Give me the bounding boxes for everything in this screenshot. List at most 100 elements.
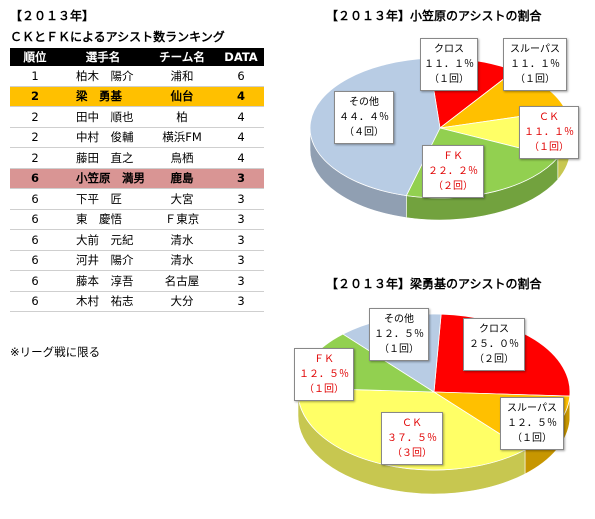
- table-row: 2 中村 俊輔 横浜FM 4: [10, 127, 264, 148]
- table-row: 6 藤本 淳吾 名古屋 3: [10, 270, 264, 292]
- data-cell: 3: [218, 229, 264, 251]
- data-cell: 4: [218, 86, 264, 107]
- rank-cell: 2: [10, 86, 60, 107]
- table-title: ＣＫとＦＫによるアシスト数ランキング: [10, 30, 225, 44]
- label-name: その他: [349, 97, 379, 108]
- label-count: （１回）: [515, 74, 555, 85]
- year-title: 【２０１３年】: [10, 9, 95, 23]
- table-row: 2 藤田 直之 鳥栖 4: [10, 147, 264, 169]
- chart2-label-other: その他 １２．５％ （１回）: [369, 308, 429, 361]
- col-team-header: チーム名: [146, 48, 218, 66]
- label-count: （２回）: [474, 354, 514, 365]
- team-cell: 横浜FM: [146, 127, 218, 148]
- rank-cell: 6: [10, 188, 60, 210]
- data-cell: 3: [218, 209, 264, 230]
- label-count: （２回）: [433, 181, 473, 192]
- player-name-cell: 木村 祐志: [60, 291, 146, 312]
- chart2-label-ck: ＣＫ ３７．５％ （３回）: [381, 412, 443, 465]
- label-name: クロス: [434, 44, 464, 55]
- table-row: 6 河井 陽介 清水 3: [10, 250, 264, 271]
- label-name: スルーパス: [507, 403, 557, 414]
- label-name: クロス: [479, 324, 509, 335]
- player-name-cell: 梁 勇基: [60, 86, 146, 107]
- col-name-header: 選手名: [60, 48, 146, 66]
- rank-cell: 2: [10, 106, 60, 128]
- rank-cell: 2: [10, 147, 60, 169]
- label-percent: １２．５％: [299, 369, 349, 380]
- data-cell: 3: [218, 291, 264, 312]
- col-data-header: DATA: [218, 48, 264, 66]
- data-cell: 3: [218, 250, 264, 271]
- team-cell: 浦和: [146, 66, 218, 87]
- table-row: 2 田中 順也柏 4: [10, 106, 264, 128]
- label-count: （３回）: [392, 448, 432, 459]
- label-name: ＣＫ: [402, 418, 422, 429]
- rank-cell: 1: [10, 66, 60, 87]
- label-percent: ４４．４％: [339, 112, 389, 123]
- rank-cell: 2: [10, 127, 60, 148]
- rank-cell: 6: [10, 250, 60, 271]
- label-count: （１回）: [529, 142, 569, 153]
- label-percent: １１．１％: [510, 59, 560, 70]
- team-cell: 大分: [146, 291, 218, 312]
- team-cell: 清水: [146, 229, 218, 251]
- rank-cell: 6: [10, 209, 60, 230]
- player-name-cell: 大前 元紀: [60, 229, 146, 251]
- data-cell: 3: [218, 188, 264, 210]
- table-row: 1 柏木 陽介 浦和 6: [10, 66, 264, 87]
- chart2-label-fk: ＦＫ １２．５％ （１回）: [294, 348, 354, 401]
- rank-cell: 6: [10, 270, 60, 292]
- label-count: （４回）: [344, 127, 384, 138]
- team-cell: 清水: [146, 250, 218, 271]
- team-cell: 柏: [146, 106, 218, 128]
- label-percent: ２２．２％: [428, 166, 478, 177]
- label-percent: １２．５％: [374, 329, 424, 340]
- chart2-label-throughpass: スルーパス １２．５％ （１回）: [500, 397, 564, 450]
- table-header-row: 順位 選手名 チーム名 DATA: [10, 48, 264, 66]
- player-name-cell: 柏木 陽介: [60, 66, 146, 87]
- data-cell: 4: [218, 127, 264, 148]
- data-cell: 3: [218, 270, 264, 292]
- label-count: （１回）: [512, 433, 552, 444]
- chart1-label-ck: ＣＫ １１．１％ （１回）: [519, 106, 579, 159]
- data-cell: 3: [218, 168, 264, 189]
- data-cell: 4: [218, 106, 264, 128]
- chart1-title: 【２０１３年】小笠原のアシストの割合: [326, 9, 542, 23]
- col-rank-header: 順位: [10, 48, 60, 66]
- player-name-cell: 藤田 直之: [60, 147, 146, 169]
- label-name: ＦＫ: [443, 151, 463, 162]
- player-name-cell: 東 慶悟: [60, 209, 146, 230]
- chart1-label-throughpass: スルーパス １１．１％ （１回）: [503, 38, 567, 91]
- table-row-highlighted: 6 小笠原 満男 鹿島 3: [10, 168, 264, 189]
- label-percent: １２．５％: [507, 418, 557, 429]
- table-row: 6 大前 元紀 清水 3: [10, 229, 264, 251]
- player-name-cell: 中村 俊輔: [60, 127, 146, 148]
- label-count: （１回）: [304, 384, 344, 395]
- team-cell: Ｆ東京: [146, 209, 218, 230]
- table-row: 6 下平 匠大宮 3: [10, 188, 264, 210]
- label-percent: １１．１％: [424, 59, 474, 70]
- label-name: その他: [384, 314, 414, 325]
- label-percent: ２５．０％: [469, 339, 519, 350]
- player-name-cell: 藤本 淳吾: [60, 270, 146, 292]
- label-name: スルーパス: [510, 44, 560, 55]
- chart2-label-cross: クロス ２５．０％ （２回）: [463, 318, 525, 371]
- rank-cell: 6: [10, 229, 60, 251]
- chart2-title: 【２０１３年】梁勇基のアシストの割合: [326, 277, 542, 291]
- player-name-cell: 小笠原 満男: [60, 168, 146, 189]
- data-cell: 4: [218, 147, 264, 169]
- chart1-label-other: その他 ４４．４％ （４回）: [334, 91, 394, 144]
- label-name: ＦＫ: [314, 354, 334, 365]
- footnote: ※リーグ戦に限る: [10, 345, 101, 359]
- player-name-cell: 田中 順也: [60, 106, 146, 128]
- team-cell: 鹿島: [146, 168, 218, 189]
- label-percent: ３７．５％: [387, 433, 437, 444]
- label-name: ＣＫ: [539, 112, 559, 123]
- team-cell: 仙台: [146, 86, 218, 107]
- team-cell: 名古屋: [146, 270, 218, 292]
- rank-cell: 6: [10, 291, 60, 312]
- team-cell: 鳥栖: [146, 147, 218, 169]
